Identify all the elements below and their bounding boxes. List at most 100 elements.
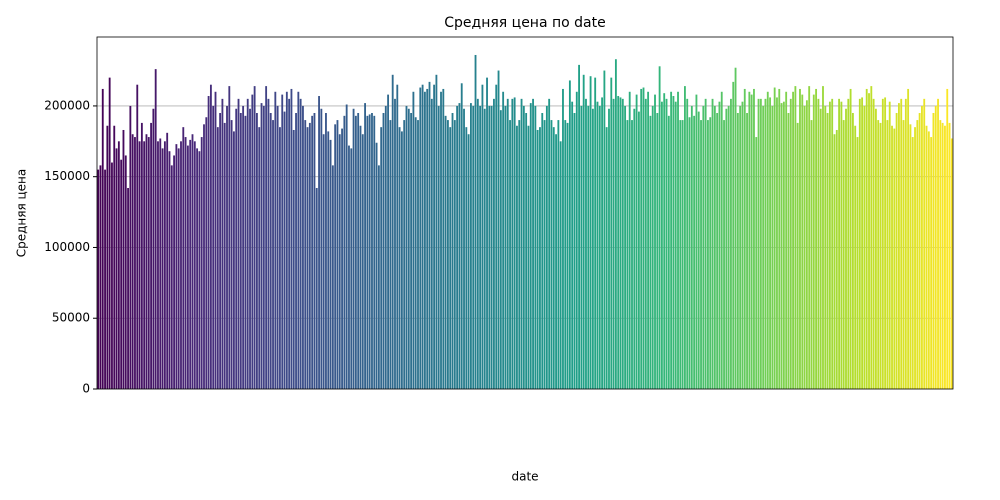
bar (177, 148, 180, 389)
bar (426, 88, 429, 389)
bar (792, 91, 794, 390)
bar (186, 145, 189, 389)
bar (497, 70, 500, 389)
bar (304, 120, 307, 389)
bar (223, 122, 226, 389)
bar (292, 129, 295, 390)
bar (543, 120, 546, 389)
bar (334, 124, 337, 390)
bar (863, 105, 866, 389)
bar (617, 96, 620, 389)
bar (578, 64, 580, 389)
bar (865, 88, 868, 389)
bar (665, 98, 668, 389)
bar (200, 137, 203, 389)
bar (564, 120, 567, 389)
bar (331, 165, 334, 389)
bar (707, 120, 709, 389)
bar (400, 131, 403, 389)
bar (674, 101, 677, 389)
bar (170, 165, 173, 389)
bar (285, 91, 288, 390)
bar (166, 132, 169, 389)
bar (847, 98, 850, 389)
bar (647, 91, 650, 390)
bar (776, 97, 778, 390)
bar (946, 88, 949, 389)
bar (313, 113, 316, 389)
bar (129, 105, 132, 389)
bar (506, 98, 509, 389)
bar (345, 104, 348, 389)
bar (612, 98, 615, 389)
bar (504, 105, 507, 389)
bar (318, 96, 320, 389)
bar (881, 98, 884, 389)
bar (325, 113, 327, 389)
bar (921, 105, 923, 389)
bar (541, 113, 544, 389)
bar (838, 98, 841, 389)
bar (479, 105, 482, 389)
bar (868, 93, 870, 389)
bar (596, 101, 599, 389)
bar (732, 81, 735, 389)
bar (891, 125, 893, 389)
bar (124, 155, 127, 389)
bar (819, 108, 822, 390)
bar (529, 103, 532, 390)
bar (895, 113, 898, 389)
bar (320, 108, 323, 390)
bar (582, 74, 585, 390)
bar (382, 113, 385, 389)
bar (417, 120, 419, 389)
bar (196, 148, 199, 389)
bar (357, 113, 360, 389)
bar (736, 113, 739, 389)
bar (626, 120, 629, 389)
bar (198, 151, 201, 389)
bar (755, 137, 758, 389)
bar (405, 105, 408, 389)
bar (168, 151, 171, 389)
bar (831, 98, 834, 389)
bar (805, 100, 808, 389)
bar (605, 127, 608, 390)
bar (874, 108, 877, 390)
bar (329, 139, 332, 389)
bar (189, 139, 192, 389)
bar (343, 115, 346, 390)
bar (739, 105, 742, 389)
bar (858, 98, 861, 389)
bar (773, 87, 776, 389)
bar (937, 98, 939, 389)
bar (336, 120, 339, 389)
bar (762, 105, 765, 389)
bar (750, 94, 753, 389)
bar (822, 86, 824, 390)
bar (854, 125, 857, 389)
bar (948, 122, 951, 389)
bar (840, 101, 843, 389)
bar (368, 114, 371, 390)
bar (552, 127, 555, 390)
bar (341, 128, 343, 389)
bar (658, 66, 661, 390)
plot-frame (96, 36, 954, 390)
bar (467, 134, 470, 389)
bar (272, 120, 274, 389)
bar (637, 111, 640, 389)
bar (633, 108, 636, 390)
bar (693, 115, 696, 390)
bar (451, 113, 454, 389)
bar (571, 101, 574, 389)
bar (249, 108, 251, 390)
bar (350, 148, 353, 389)
bar (518, 120, 521, 389)
bar (260, 103, 263, 390)
bar (573, 113, 576, 389)
bar (412, 91, 415, 390)
bar (311, 115, 314, 390)
bar (297, 91, 300, 390)
bar (228, 86, 231, 390)
